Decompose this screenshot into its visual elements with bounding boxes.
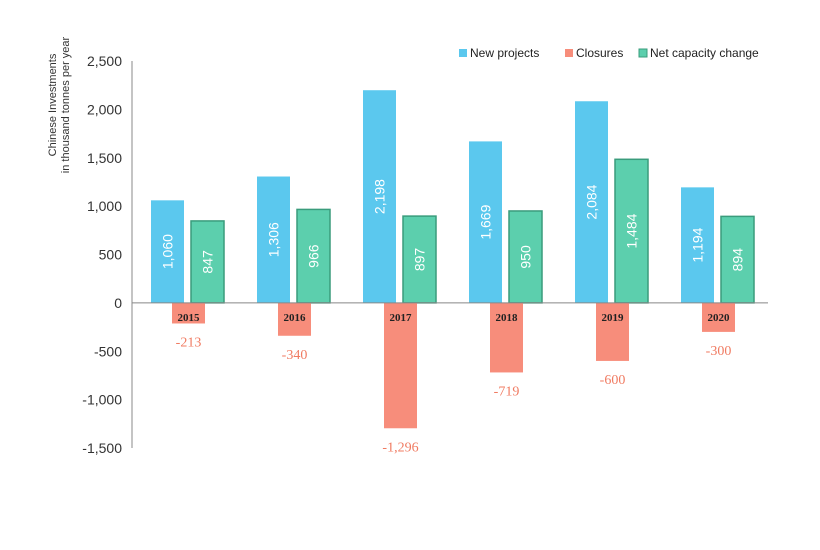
bar-closures: [702, 302, 735, 332]
legend-label: Net capacity change: [650, 46, 759, 60]
data-label-net-capacity-change: 966: [306, 244, 322, 268]
bar-net-capacity-change: [402, 215, 437, 304]
x-category-label: 2015: [178, 312, 201, 324]
bar-closures: [278, 302, 311, 336]
y-axis-ticks: 2,500 2,000 1,500 1,000 500 0 -500 -1,000 -1,500: [82, 53, 122, 456]
data-label-closures: -340: [282, 348, 308, 363]
legend: New projects Closures Net capacity change: [459, 46, 759, 60]
bar-closures: [172, 302, 205, 324]
data-label-net-capacity-change: 847: [200, 250, 216, 274]
legend-label: Closures: [576, 46, 623, 60]
y-tick-label: 2,500: [87, 53, 122, 69]
data-label-closures: -600: [600, 373, 626, 388]
data-label-new-projects: 1,306: [266, 222, 282, 257]
data-label-new-projects: 1,060: [160, 234, 176, 269]
data-label-net-capacity-change: 950: [518, 245, 534, 269]
bar-new-projects: [575, 101, 608, 303]
y-tick-label: 500: [99, 247, 123, 263]
data-label-net-capacity-change: 897: [412, 248, 428, 272]
x-category-label: 2019: [602, 312, 625, 324]
y-tick-label: 1,500: [87, 150, 122, 166]
data-label-new-projects: 1,194: [690, 227, 706, 262]
x-category-label: 2016: [284, 312, 307, 324]
bar-net-capacity-change: [508, 210, 543, 304]
y-axis-title-line: Chinese Investments: [47, 53, 59, 156]
legend-label: New projects: [470, 46, 539, 60]
y-axis-title-line: in thousand tonnes per year: [60, 36, 72, 173]
data-label-new-projects: 2,198: [372, 179, 388, 214]
x-category-label: 2017: [390, 312, 413, 324]
data-label-closures: -719: [494, 384, 520, 399]
x-category-label: 2020: [708, 312, 731, 324]
data-label-new-projects: 1,669: [478, 204, 494, 239]
legend-swatch: [565, 49, 573, 57]
y-tick-label: -500: [94, 343, 122, 359]
bar-closures: [384, 302, 417, 429]
bar-new-projects: [257, 176, 290, 303]
bar-net-capacity-change: [296, 208, 331, 304]
legend-swatch: [638, 48, 648, 58]
axes: [131, 61, 768, 448]
data-label-net-capacity-change: 894: [730, 248, 746, 272]
legend-swatch: [459, 49, 467, 57]
y-tick-label: -1,000: [82, 392, 122, 408]
y-axis-title: Chinese Investmentsin thousand tonnes pe…: [47, 36, 72, 173]
x-axis-categories: 2015 2016 2017 2018 2019 2020: [178, 312, 731, 324]
bar-closures: [490, 302, 523, 373]
data-labels: 1,060 847 -213 1,306 966 -340 2,198 897 -1,296 1,…: [160, 179, 746, 455]
bar-new-projects: [151, 200, 184, 303]
bar-new-projects: [681, 187, 714, 303]
y-tick-label: 2,000: [87, 101, 122, 117]
y-axis-title-text: Chinese Investmentsin thousand tonnes pe…: [47, 36, 72, 173]
bars: [151, 90, 755, 429]
data-label-closures: -300: [706, 344, 732, 359]
bar-net-capacity-change: [190, 220, 225, 304]
y-tick-label: 0: [114, 295, 122, 311]
bar-new-projects: [363, 90, 396, 303]
bar-closures: [596, 302, 629, 361]
data-label-new-projects: 2,084: [584, 184, 600, 219]
data-label-closures: -1,296: [382, 440, 418, 455]
data-label-closures: -213: [176, 335, 202, 350]
y-tick-label: -1,500: [82, 440, 122, 456]
data-label-net-capacity-change: 1,484: [624, 213, 640, 248]
x-category-label: 2018: [496, 312, 519, 324]
bar-net-capacity-change: [614, 158, 649, 304]
bar-new-projects: [469, 141, 502, 303]
y-tick-label: 1,000: [87, 198, 122, 214]
